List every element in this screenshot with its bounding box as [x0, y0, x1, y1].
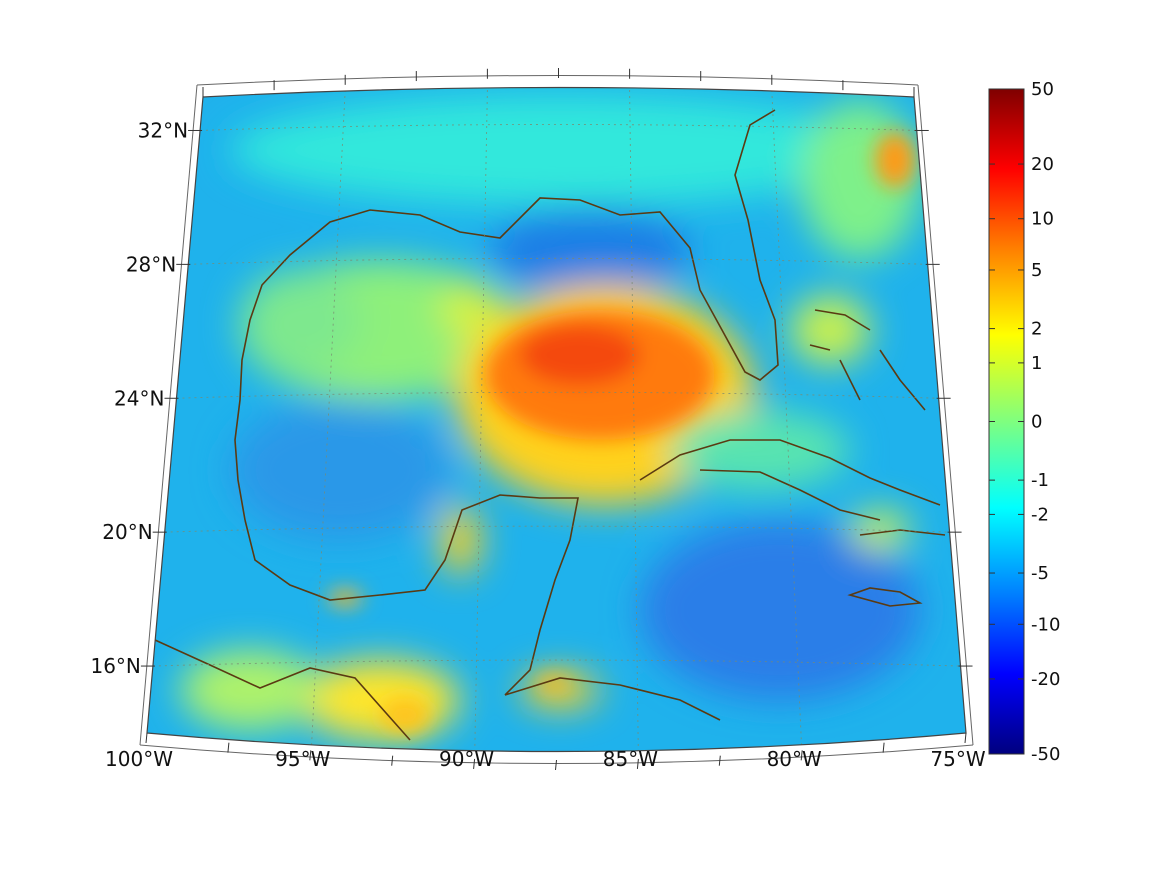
data-field [147, 87, 966, 752]
parallel-line [152, 659, 961, 667]
bottom-tick [555, 759, 557, 771]
bottom-tick [718, 755, 721, 766]
coastline-jamaica [847, 587, 923, 607]
colorbar-tick-label: 1 [1031, 353, 1042, 374]
meridian-line [771, 89, 803, 752]
bottom-tick [391, 755, 394, 766]
colorbar-tick-label: 20 [1031, 154, 1054, 175]
coastline-hispaniola [859, 529, 946, 536]
coastlines [154, 109, 946, 741]
latitude-label: 20°N [102, 520, 152, 544]
colorbar-tick-label: -2 [1031, 504, 1049, 525]
longitude-label: 100°W [105, 747, 173, 771]
latitude-labels: 16°N 20°N 24°N 28°N 32°N [90, 118, 188, 678]
coastline-bahamas [809, 309, 926, 411]
latitude-label: 16°N [90, 654, 140, 678]
bottom-tick [800, 750, 803, 761]
coastline-mexico [244, 494, 579, 696]
parallel-line [164, 525, 950, 533]
parallel-line [176, 391, 939, 399]
longitude-labels: 100°W 95°W 90°W 85°W 80°W 75°W [105, 747, 986, 771]
bottom-tick [473, 758, 476, 769]
bottom-tick [636, 758, 639, 769]
latitude-label: 32°N [138, 118, 188, 142]
colorbar-tick-label: 5 [1031, 260, 1042, 281]
colorbar-tick-label: 50 [1031, 79, 1054, 100]
colorbar-tick-label: 2 [1031, 319, 1042, 340]
colorbar-tick-label: -5 [1031, 563, 1049, 584]
coastline-gulf-us [234, 109, 779, 521]
longitude-label: 90°W [439, 747, 494, 771]
map-frame-left-outer [139, 84, 198, 746]
map-frame-right-outer [917, 84, 974, 746]
colorbar-tick-label: -1 [1031, 470, 1049, 491]
bottom-tick [145, 732, 148, 744]
bottom-tick [309, 750, 312, 761]
colorbar-tick-label: -20 [1031, 669, 1060, 690]
colorbar-tick-label: -50 [1031, 744, 1060, 765]
axis-ticks [140, 68, 973, 771]
map-frame [146, 86, 967, 753]
bottom-tick [964, 732, 967, 744]
colorbar-tick-label: 0 [1031, 412, 1042, 433]
graticule [152, 89, 961, 752]
longitude-label: 95°W [275, 747, 330, 771]
colorbar-tick-label: 10 [1031, 209, 1054, 230]
bottom-tick [227, 742, 230, 753]
latitude-label: 28°N [126, 252, 176, 276]
coastline-central-america [154, 639, 721, 741]
meridian-line [474, 89, 488, 752]
colorbar-tick-label: -10 [1031, 614, 1060, 635]
latitude-label: 24°N [114, 386, 164, 410]
meridian-line [310, 89, 346, 752]
longitude-label: 75°W [930, 747, 985, 771]
longitude-label: 80°W [767, 747, 822, 771]
longitude-label: 85°W [603, 747, 658, 771]
bottom-tick [882, 742, 885, 753]
map-frame-top-outer [196, 75, 919, 86]
meridian-line [629, 89, 639, 752]
coastline-cuba [639, 439, 941, 521]
